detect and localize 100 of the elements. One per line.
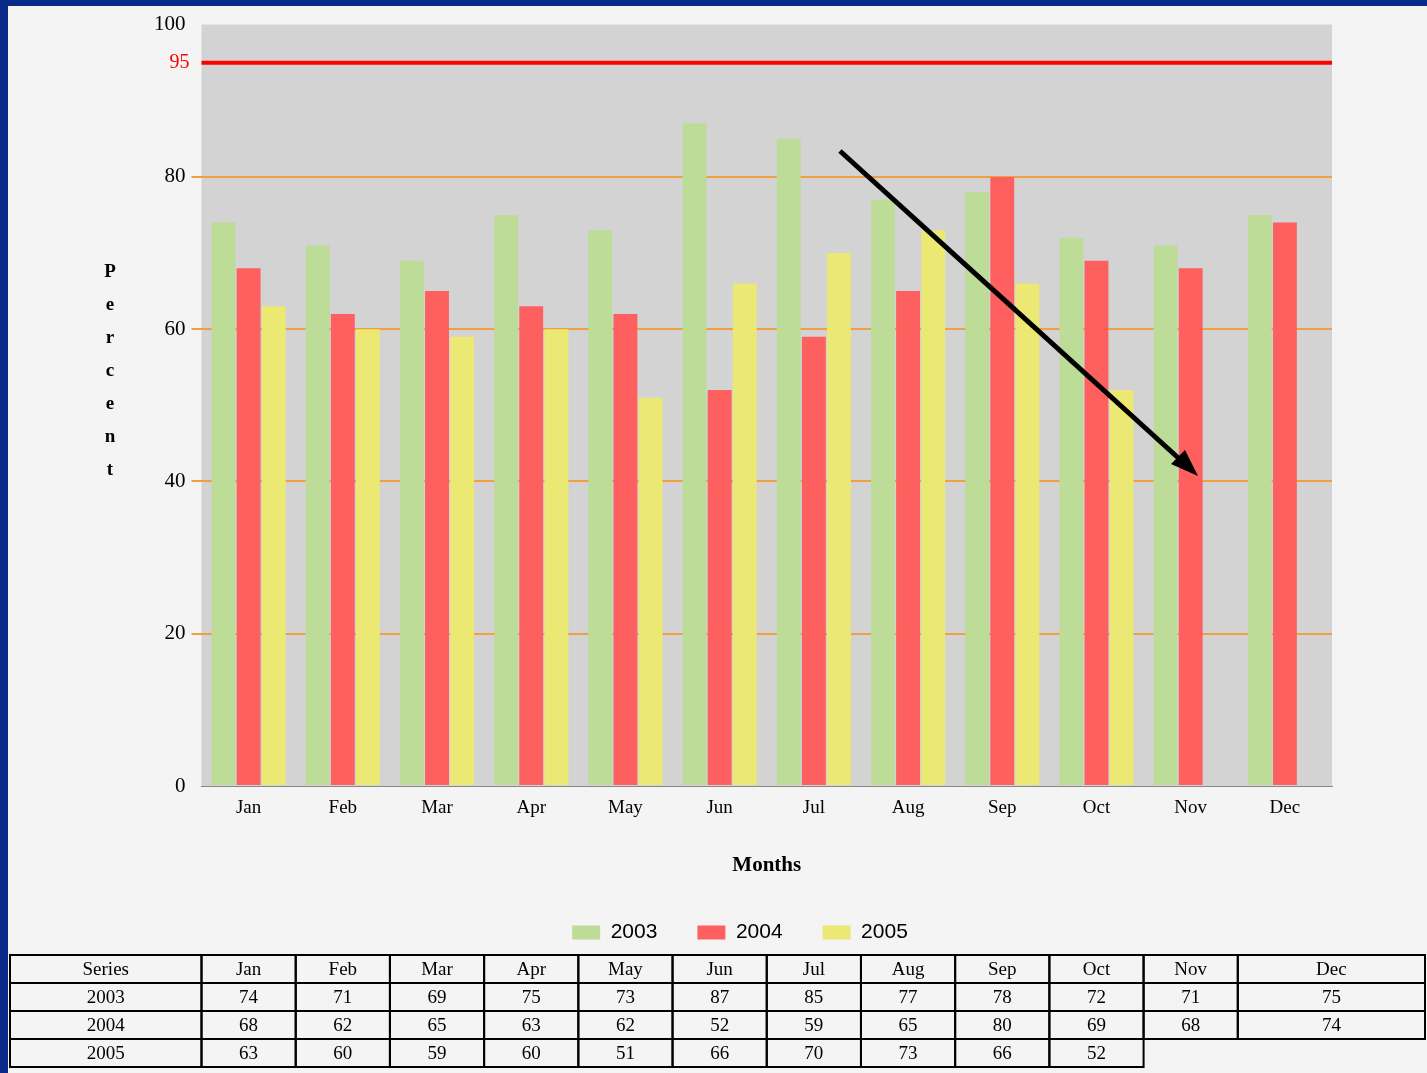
category-label: Sep xyxy=(988,957,1017,979)
bar xyxy=(305,245,330,785)
bar xyxy=(330,313,355,785)
text: 2003 xyxy=(86,985,125,1007)
bar xyxy=(682,123,707,785)
x-tick-label: Oct xyxy=(1082,796,1111,818)
data-label: 63 xyxy=(239,1041,259,1063)
y-tick-label: 40 xyxy=(164,467,186,492)
category-label: Feb xyxy=(328,957,358,979)
bar xyxy=(399,260,424,785)
data-label: 73 xyxy=(615,985,635,1007)
category-label: Nov xyxy=(1174,957,1208,979)
x-tick-label: Sep xyxy=(988,796,1017,818)
y-tick-label: 20 xyxy=(164,620,186,645)
bar xyxy=(638,397,663,785)
bar xyxy=(871,199,895,785)
category-label: Mar xyxy=(421,957,453,979)
data-label: 73 xyxy=(898,1041,918,1063)
legend-label: 2003 xyxy=(610,919,658,943)
bar xyxy=(519,306,544,785)
category-label: Apr xyxy=(516,957,547,979)
bar xyxy=(588,230,613,785)
bar xyxy=(732,283,757,785)
data-label: 65 xyxy=(898,1013,918,1035)
bar xyxy=(450,336,475,785)
data-label: 80 xyxy=(992,1013,1012,1035)
data-label: 77 xyxy=(898,985,918,1007)
data-label: 60 xyxy=(333,1041,353,1063)
bar xyxy=(896,291,920,785)
legend-title: Series xyxy=(82,957,129,979)
bar xyxy=(1247,214,1272,785)
bar xyxy=(921,230,946,785)
text: 2004 xyxy=(86,1013,125,1035)
bar xyxy=(1084,260,1109,785)
x-tick-label: Jun xyxy=(706,796,734,818)
bar xyxy=(1272,222,1297,785)
category-label: May xyxy=(608,957,643,979)
data-label: 74 xyxy=(239,985,259,1007)
data-label: 62 xyxy=(333,1013,353,1035)
category-label: Jul xyxy=(802,957,825,979)
data-label: 63 xyxy=(521,1013,541,1035)
data-label: 85 xyxy=(804,985,824,1007)
bar xyxy=(801,336,826,785)
x-tick-label: Mar xyxy=(421,796,454,818)
legend-label: 2005 xyxy=(861,919,908,943)
x-tick-label: Jan xyxy=(235,796,262,818)
category-label: Jan xyxy=(235,957,262,979)
data-label: 75 xyxy=(1321,985,1341,1007)
y-tick-label: 80 xyxy=(164,163,186,188)
data-label: 60 xyxy=(521,1041,541,1063)
legend-label: 2004 xyxy=(735,919,783,943)
data-label: 74 xyxy=(1321,1013,1342,1035)
data-label: 65 xyxy=(427,1013,447,1035)
x-tick-label: Dec xyxy=(1269,796,1301,818)
category-label: Dec xyxy=(1316,957,1347,979)
x-axis-title: Months xyxy=(732,851,802,876)
x-tick-label: Nov xyxy=(1174,796,1208,818)
bar xyxy=(261,306,286,785)
x-tick-label: Feb xyxy=(328,796,358,818)
data-label: 71 xyxy=(1181,985,1201,1007)
data-label: 72 xyxy=(1086,985,1106,1007)
data-label: 75 xyxy=(521,985,541,1007)
bar xyxy=(425,291,449,785)
bar xyxy=(1153,245,1178,785)
y-tick-label: 0 xyxy=(175,772,186,797)
x-tick-label: Apr xyxy=(516,796,547,818)
bar xyxy=(494,214,519,785)
data-label: 66 xyxy=(710,1041,730,1063)
data-label: 51 xyxy=(615,1041,635,1063)
y-tick-label: 100 xyxy=(154,11,186,36)
bar xyxy=(236,268,261,785)
bar xyxy=(990,176,1015,785)
data-label: 59 xyxy=(427,1041,447,1063)
data-label: 71 xyxy=(333,985,353,1007)
bar xyxy=(827,253,851,785)
y-axis-title: Percent xyxy=(103,259,117,481)
x-tick-label: Jul xyxy=(802,796,825,818)
data-label: 66 xyxy=(992,1041,1012,1063)
category-label: Jun xyxy=(706,957,733,979)
data-label: 87 xyxy=(710,985,730,1007)
text: 2005 xyxy=(86,1041,125,1063)
bar xyxy=(356,329,380,785)
bar xyxy=(1109,390,1134,785)
bar xyxy=(211,222,236,785)
bar xyxy=(965,192,990,785)
data-label: 52 xyxy=(710,1013,730,1035)
data-label: 59 xyxy=(804,1013,824,1035)
x-tick-label: May xyxy=(608,796,644,818)
data-label: 62 xyxy=(615,1013,635,1035)
bar xyxy=(776,138,801,785)
data-label: 68 xyxy=(239,1013,259,1035)
data-label: 52 xyxy=(1086,1041,1106,1063)
ref-line-label: 95 xyxy=(169,49,190,72)
data-label: 68 xyxy=(1181,1013,1201,1035)
bar xyxy=(544,329,569,785)
bar xyxy=(1059,237,1084,785)
category-label: Oct xyxy=(1082,957,1111,979)
data-label: 78 xyxy=(992,985,1012,1007)
x-tick-label: Aug xyxy=(891,796,925,818)
bar xyxy=(613,313,638,785)
